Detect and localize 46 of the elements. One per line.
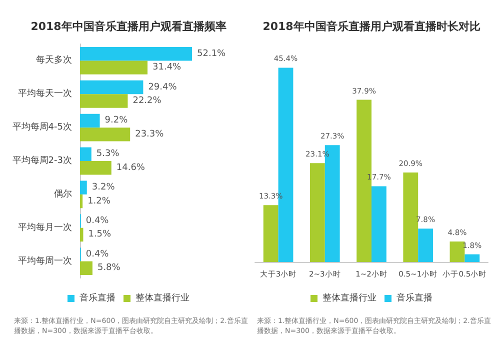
data-label: 22.2% xyxy=(132,96,162,106)
bar xyxy=(372,186,386,262)
legend-label: 整体直播行业 xyxy=(136,292,190,304)
data-label: 0.4% xyxy=(86,216,110,226)
y-tick-label: 平均每月一次 xyxy=(18,222,72,233)
data-label: 52.1% xyxy=(197,48,226,59)
data-label: 0.4% xyxy=(86,249,110,260)
legend-label: 整体直播行业 xyxy=(322,292,376,304)
data-label: 31.4% xyxy=(152,62,182,73)
bar xyxy=(80,128,130,142)
bar xyxy=(80,94,128,108)
bar xyxy=(80,47,192,61)
data-label: 1.2% xyxy=(88,196,111,206)
data-label: 1.5% xyxy=(88,230,112,240)
data-label: 5.8% xyxy=(97,263,121,274)
bar xyxy=(80,261,92,275)
data-label: 23.3% xyxy=(135,129,164,140)
legend-label: 音乐直播 xyxy=(80,292,116,304)
data-label: 9.2% xyxy=(104,116,128,126)
chart-title: 2018年中国音乐直播用户观看直播频率 xyxy=(30,20,226,33)
data-label: 3.2% xyxy=(92,182,116,193)
y-tick-label: 每天多次 xyxy=(36,54,72,66)
bar xyxy=(263,205,278,262)
bar xyxy=(80,194,83,208)
bar xyxy=(80,80,144,94)
chart-title: 2018年中国音乐直播用户观看直播时长对比 xyxy=(262,20,480,33)
legend-label: 音乐直播 xyxy=(396,292,432,304)
bar xyxy=(80,60,148,74)
data-label: 5.3% xyxy=(96,149,120,160)
bar xyxy=(80,147,92,161)
bar xyxy=(464,254,480,262)
y-tick-label: 平均每天一次 xyxy=(18,88,72,100)
data-label: 29.4% xyxy=(148,82,178,92)
bar xyxy=(80,228,84,242)
y-tick-label: 平均每周2-3次 xyxy=(12,155,72,166)
bar xyxy=(80,114,100,128)
bar xyxy=(403,172,418,262)
bar xyxy=(418,228,434,262)
bar xyxy=(80,161,112,175)
bar xyxy=(80,180,87,194)
bar xyxy=(310,163,325,262)
bar xyxy=(450,241,465,262)
y-tick-label: 平均每周一次 xyxy=(18,255,72,266)
y-tick-label: 偶尔 xyxy=(54,188,72,200)
data-label: 14.6% xyxy=(116,162,146,173)
y-tick-label: 平均每周4-5次 xyxy=(12,122,72,133)
